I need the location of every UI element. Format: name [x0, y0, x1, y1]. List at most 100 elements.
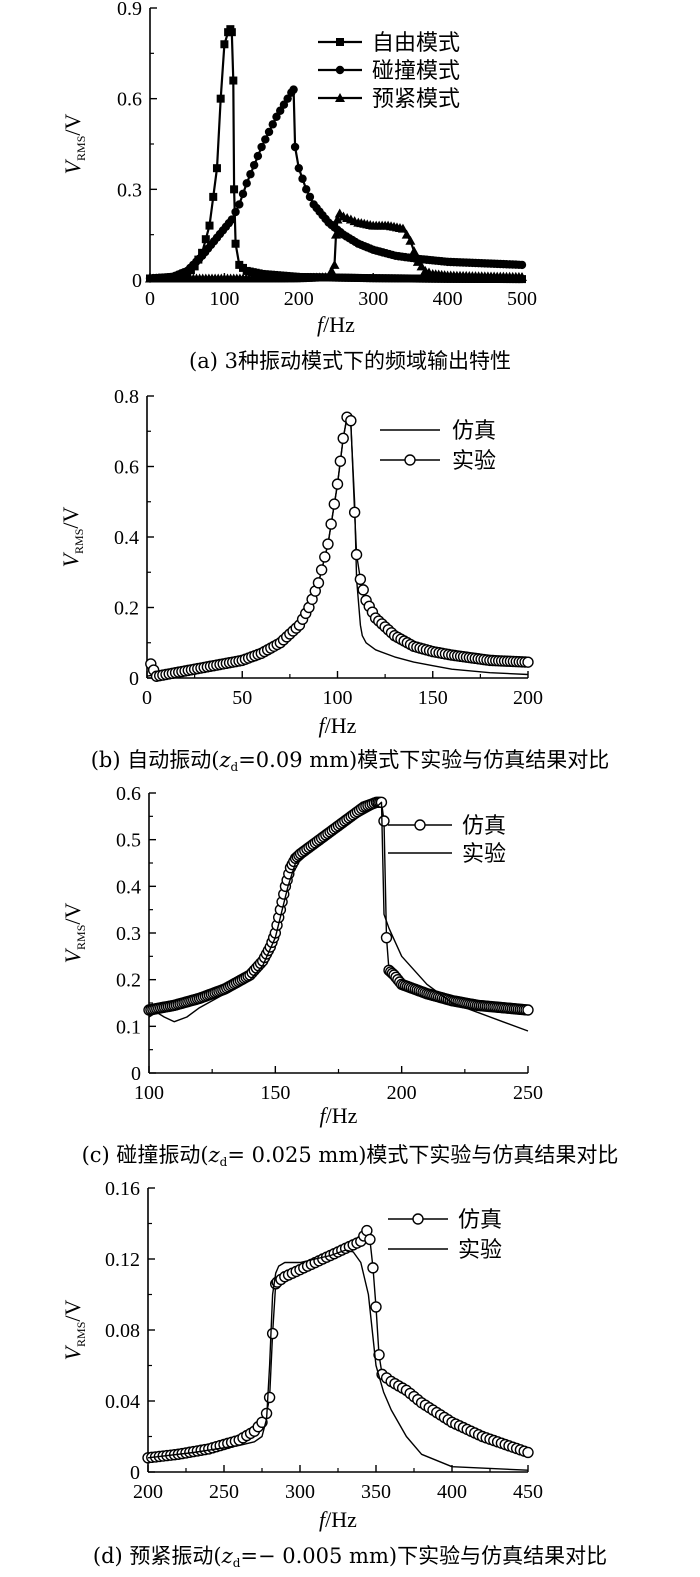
series-line — [147, 1229, 529, 1459]
x-axis-label: f/Hz — [319, 1507, 357, 1532]
panel-caption: (a) 3种振动模式下的频域输出特性 — [189, 349, 511, 373]
y-axis-label: VRMS/V — [60, 113, 88, 174]
data-point — [331, 229, 341, 239]
y-tick-label: 0.4 — [116, 876, 141, 898]
data-point — [302, 185, 311, 194]
data-point — [294, 163, 303, 173]
legend-marker — [414, 819, 426, 831]
x-tick-label: 200 — [513, 687, 543, 709]
data-point — [312, 577, 325, 589]
x-axis-label: f/Hz — [317, 312, 355, 337]
data-point — [272, 112, 281, 122]
data-point — [266, 1327, 279, 1340]
data-point — [332, 214, 343, 224]
x-axis-label: f/Hz — [319, 713, 357, 738]
legend-label: 仿真 — [458, 1208, 502, 1233]
y-axis-label: VRMS/V — [60, 902, 88, 963]
series-3 — [145, 208, 527, 283]
y-tick-label: 0.4 — [114, 527, 139, 549]
chart-panel-d: 200 250 300 350 400 450 0 0.04 0.08 0.12 0.16 f/Hz V… — [60, 1178, 607, 1570]
y-tick-label: 0.2 — [114, 598, 139, 620]
data-point — [231, 239, 240, 248]
data-point — [357, 584, 369, 596]
series-2 — [148, 801, 529, 1032]
y-tick-label: 0.6 — [117, 89, 142, 111]
legend-label: 碰撞模式 — [372, 59, 460, 84]
data-point — [246, 170, 255, 179]
data-point — [227, 215, 237, 224]
data-point — [331, 478, 344, 490]
y-tick-label: 0.16 — [105, 1178, 140, 1200]
data-point — [334, 455, 347, 467]
data-point — [329, 259, 340, 269]
x-tick-label: 300 — [285, 1481, 315, 1503]
data-point — [298, 174, 307, 183]
data-point — [242, 179, 251, 188]
y-tick-label: 0.3 — [117, 179, 142, 201]
data-point — [279, 100, 289, 109]
data-point — [370, 1301, 382, 1313]
y-tick-label: 0.5 — [116, 830, 141, 852]
legend-label: 实验 — [458, 1238, 502, 1263]
data-point — [345, 414, 357, 427]
x-tick-label: 400 — [437, 1481, 467, 1503]
legend-marker — [335, 93, 345, 102]
data-point — [227, 28, 236, 37]
y-tick-label: 0 — [129, 668, 139, 690]
data-point — [290, 142, 300, 152]
y-tick-label: 0.04 — [105, 1391, 140, 1413]
data-point — [216, 94, 225, 103]
data-point — [276, 106, 285, 115]
data-point — [283, 94, 292, 103]
legend-marker — [404, 454, 416, 466]
panel-caption: (c) 碰撞振动(zd= 0.025 mm)模式下实验与仿真结果对比 — [82, 1143, 619, 1169]
series-2 — [145, 85, 527, 283]
data-point — [220, 40, 229, 49]
series-line — [147, 1249, 529, 1471]
data-point — [364, 1233, 376, 1246]
y-tick-label: 0.8 — [114, 386, 139, 408]
panel-caption: (d) 预紧振动(zd=− 0.005 mm)下实验与仿真结果对比 — [93, 1544, 607, 1570]
chart-panel-a: 0 100 200 300 400 500 0 0.3 0.6 0.9 f/Hz VRMS/V 自由模式… — [60, 0, 537, 373]
y-tick-label: 0.6 — [114, 457, 139, 479]
data-point — [378, 815, 390, 827]
data-point — [229, 76, 238, 85]
x-tick-label: 100 — [134, 1082, 164, 1104]
x-tick-label: 500 — [507, 288, 537, 310]
data-point — [322, 538, 334, 550]
data-point — [350, 548, 363, 561]
x-tick-label: 350 — [361, 1481, 391, 1503]
legend-label: 实验 — [452, 449, 496, 474]
x-tick-label: 50 — [232, 687, 252, 709]
y-tick-label: 0.2 — [116, 970, 141, 992]
series-1 — [143, 796, 534, 1016]
x-tick-label: 150 — [260, 1082, 290, 1104]
data-point — [522, 656, 534, 668]
y-tick-label: 0.3 — [116, 923, 141, 945]
data-point — [263, 1391, 276, 1404]
series-line — [148, 801, 529, 1032]
panel-caption: (b) 自动振动(zd=0.09 mm)模式下实验与仿真结果对比 — [91, 748, 610, 774]
data-point — [209, 192, 218, 201]
legend-label: 仿真 — [452, 419, 496, 444]
y-tick-label: 0 — [131, 1063, 141, 1085]
data-point — [205, 221, 214, 230]
data-point — [238, 189, 248, 199]
x-tick-label: 100 — [209, 288, 239, 310]
legend-marker — [335, 65, 345, 75]
x-tick-label: 300 — [358, 288, 388, 310]
legend-label: 自由模式 — [372, 31, 460, 56]
data-point — [380, 931, 393, 944]
data-point — [305, 192, 315, 202]
data-point — [354, 573, 367, 585]
data-point — [522, 1446, 534, 1459]
data-point — [401, 229, 412, 239]
y-axis-label: VRMS/V — [60, 1299, 88, 1360]
x-tick-label: 250 — [513, 1082, 543, 1104]
y-tick-label: 0.12 — [105, 1249, 140, 1271]
data-point — [257, 142, 266, 152]
data-point — [397, 223, 408, 233]
